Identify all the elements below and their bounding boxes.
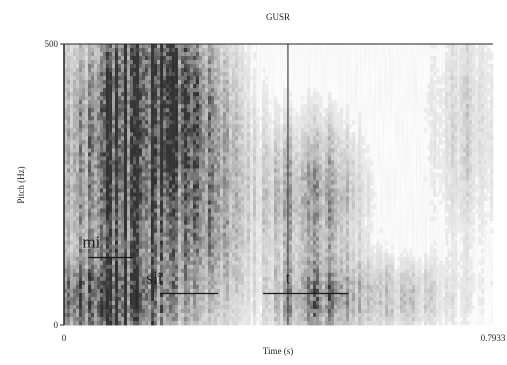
spectrogram-plot-area: [64, 44, 494, 326]
